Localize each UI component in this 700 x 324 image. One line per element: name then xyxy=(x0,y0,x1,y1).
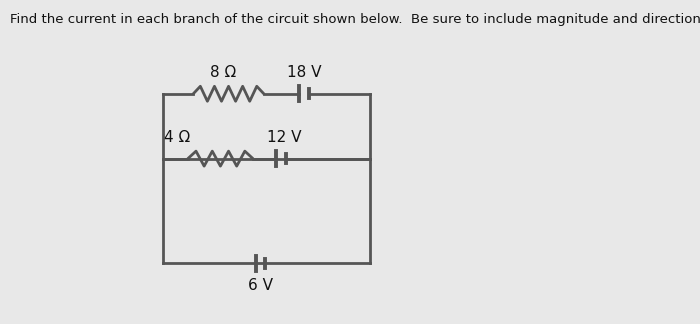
Text: Find the current in each branch of the circuit shown below.  Be sure to include : Find the current in each branch of the c… xyxy=(10,13,700,26)
Text: 6 V: 6 V xyxy=(248,278,273,293)
Text: 18 V: 18 V xyxy=(287,65,321,80)
Text: 12 V: 12 V xyxy=(267,130,301,145)
Text: 4 Ω: 4 Ω xyxy=(164,130,190,145)
Text: 8 Ω: 8 Ω xyxy=(210,65,237,80)
